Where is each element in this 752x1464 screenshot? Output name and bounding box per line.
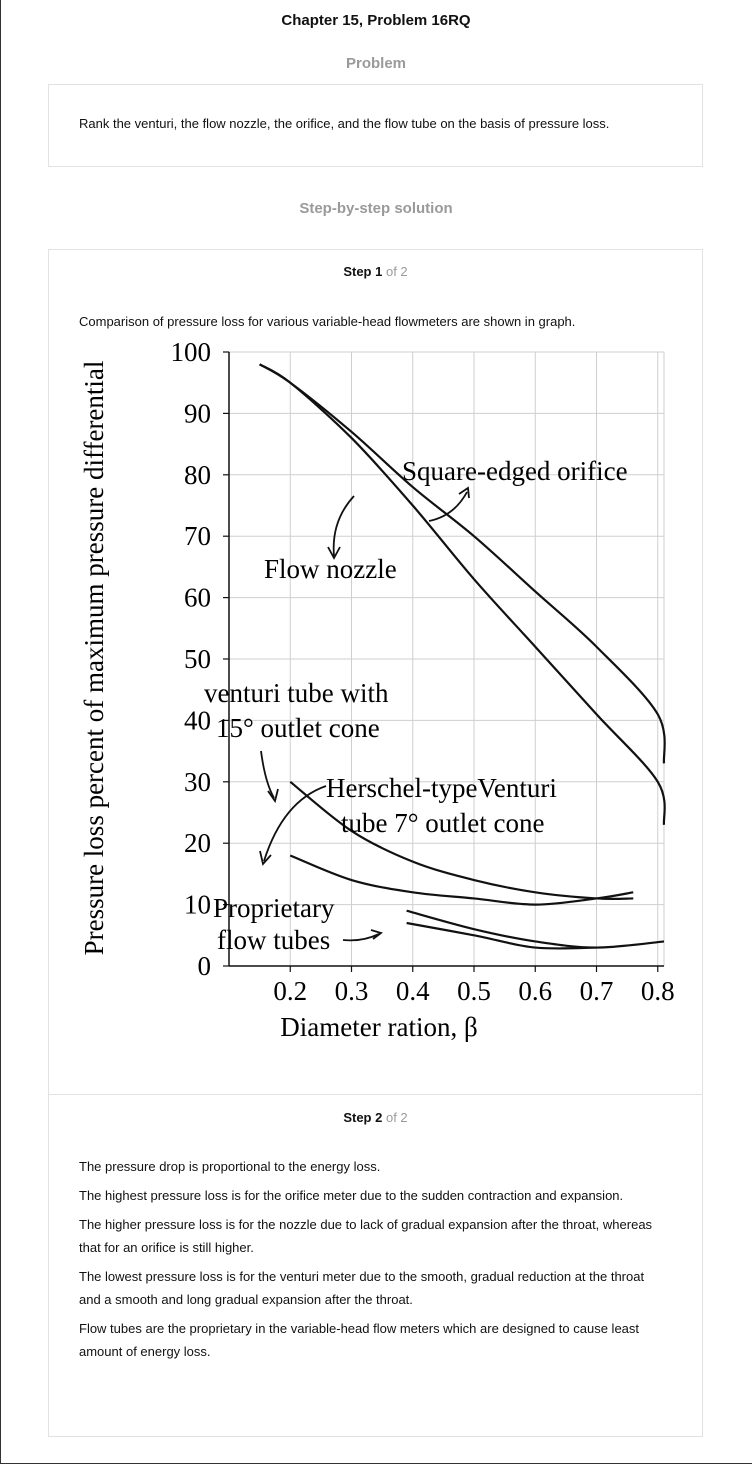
step2-label: Step 2 <box>343 1110 383 1125</box>
x-tick-label-6: 0.8 <box>641 976 675 1006</box>
annotation-venturi-line2: 15° outlet cone <box>216 713 380 743</box>
arrow-herschel <box>263 785 327 862</box>
annotation-proprietary-line1: Proprietary <box>213 893 335 923</box>
annotation-flow-nozzle: Flow nozzle <box>264 554 397 584</box>
problem-text: Rank the venturi, the flow nozzle, the o… <box>79 116 610 131</box>
step2-paragraph-5: Flow tubes are the proprietary in the va… <box>79 1321 640 1359</box>
page-title: Chapter 15, Problem 16RQ <box>281 12 471 29</box>
step2-paragraph-4: The lowest pressure loss is for the vent… <box>79 1269 645 1307</box>
arrow-nozzle <box>332 495 355 557</box>
y-tick-label-8: 80 <box>184 460 211 490</box>
y-tick-label-3: 30 <box>184 767 211 797</box>
step2-of: of 2 <box>385 1110 408 1125</box>
annotation-venturi-line1: venturi tube with <box>204 678 389 708</box>
y-tick-label-1: 10 <box>184 890 211 920</box>
problem-heading: Problem <box>345 55 406 72</box>
arrow-venturi15 <box>260 750 275 799</box>
x-tick-label-0: 0.2 <box>273 976 307 1006</box>
y-tick-label-2: 20 <box>184 828 211 858</box>
arrow-flowtubes <box>342 933 380 942</box>
arrow-venturi15-head <box>267 788 279 804</box>
step-divider <box>49 1094 702 1095</box>
y-tick-label-6: 60 <box>184 583 211 613</box>
y-tick-label-10: 100 <box>171 337 212 367</box>
series-curve-1 <box>259 363 666 825</box>
x-axis-label: Diameter ration, β <box>280 1012 477 1042</box>
x-tick-label-3: 0.5 <box>457 976 491 1006</box>
step2-paragraph-3: The higher pressure loss is for the nozz… <box>79 1217 653 1255</box>
series-curve-4 <box>406 909 665 949</box>
step2-header: Step 2 of 2 <box>49 1110 702 1125</box>
arrow-herschel-head <box>259 850 272 866</box>
y-axis-label: Pressure loss percent of maximum pressur… <box>79 361 109 956</box>
x-tick-label-4: 0.6 <box>518 976 552 1006</box>
arrow-orifice <box>428 491 468 522</box>
arrow-flowtubes-head <box>370 929 383 940</box>
series-curve-5 <box>406 921 597 950</box>
x-tick-label-1: 0.3 <box>335 976 369 1006</box>
y-tick-label-5: 50 <box>184 644 211 674</box>
solution-heading: Step-by-step solution <box>299 200 453 217</box>
y-tick-label-0: 0 <box>198 951 212 981</box>
y-tick-label-7: 70 <box>184 521 211 551</box>
annotation-herschel-line2: tube 7° outlet cone <box>341 808 545 838</box>
series-curve-0 <box>259 363 666 764</box>
x-tick-label-2: 0.4 <box>396 976 430 1006</box>
step2-body: The pressure drop is proportional to the… <box>79 1155 669 1369</box>
step1-text: Comparison of pressure loss for various … <box>79 314 576 329</box>
arrow-nozzle-head <box>327 546 341 560</box>
y-tick-label-9: 90 <box>184 398 211 428</box>
y-tick-label-4: 40 <box>184 705 211 735</box>
series-curve-3 <box>289 854 634 906</box>
annotation-square-edged-orifice: Square-edged orifice <box>402 456 628 486</box>
pressure-loss-chart: 0 10 20 30 40 50 60 70 80 90 100 0.2 0.3 0.4 0.5 0.6 0.7… <box>79 337 675 1042</box>
arrow-orifice-head <box>458 486 470 499</box>
step1-label: Step 1 <box>343 264 383 279</box>
annotation-proprietary-line2: flow tubes <box>217 925 330 955</box>
x-tick-label-5: 0.7 <box>580 976 614 1006</box>
annotation-herschel-line1: Herschel-typeVenturi <box>326 773 557 803</box>
step1-header: Step 1 of 2 <box>49 264 702 279</box>
solution-box: Step 1 of 2 Comparison of pressure loss … <box>48 249 703 1437</box>
step1-of: of 2 <box>385 264 408 279</box>
step2-paragraph-1: The pressure drop is proportional to the… <box>79 1159 381 1174</box>
problem-box: Rank the venturi, the flow nozzle, the o… <box>48 84 703 167</box>
step2-paragraph-2: The highest pressure loss is for the ori… <box>79 1188 624 1203</box>
